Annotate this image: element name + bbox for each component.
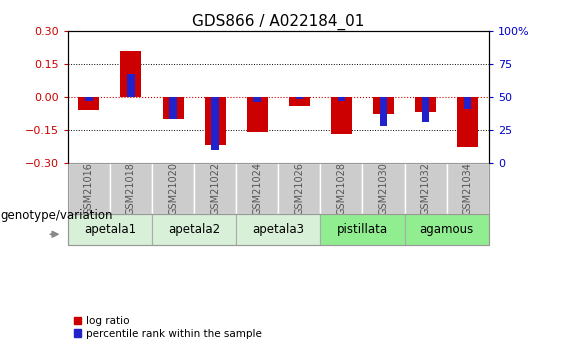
Text: apetala3: apetala3	[252, 223, 305, 236]
Bar	[380, 97, 387, 126]
Legend: log ratio, percentile rank within the sample: log ratio, percentile rank within the sa…	[73, 315, 262, 340]
Text: genotype/variation: genotype/variation	[1, 209, 113, 223]
Bar	[170, 97, 177, 119]
Text: GSM21022: GSM21022	[210, 162, 220, 215]
Text: GSM21034: GSM21034	[463, 162, 473, 215]
Bar	[194, 163, 236, 214]
Bar	[236, 163, 279, 214]
Bar	[295, 97, 303, 99]
Text: GSM21020: GSM21020	[168, 162, 178, 215]
Text: GSM21028: GSM21028	[336, 162, 346, 215]
Bar	[446, 163, 489, 214]
Bar	[289, 97, 310, 106]
Bar	[205, 97, 225, 145]
Bar	[127, 75, 134, 97]
Bar	[152, 163, 194, 214]
Bar	[211, 97, 219, 149]
Bar	[405, 163, 447, 214]
Bar	[120, 51, 141, 97]
Bar	[464, 97, 471, 109]
Bar	[68, 214, 152, 245]
Bar	[152, 214, 236, 245]
Bar	[247, 97, 268, 132]
Bar	[254, 97, 261, 102]
Bar	[79, 97, 99, 110]
Bar	[457, 97, 478, 147]
Text: GSM21024: GSM21024	[252, 162, 262, 215]
Text: GSM21032: GSM21032	[420, 162, 431, 215]
Title: GDS866 / A022184_01: GDS866 / A022184_01	[192, 13, 364, 30]
Bar	[373, 97, 394, 115]
Bar	[415, 97, 436, 112]
Text: apetala2: apetala2	[168, 223, 220, 236]
Text: apetala1: apetala1	[84, 223, 136, 236]
Bar	[278, 163, 320, 214]
Bar	[331, 97, 352, 134]
Bar	[405, 214, 489, 245]
Bar	[320, 214, 405, 245]
Text: GSM21018: GSM21018	[126, 162, 136, 215]
Bar	[68, 163, 110, 214]
Text: GSM21030: GSM21030	[379, 162, 389, 215]
Bar	[163, 97, 184, 119]
Text: GSM21026: GSM21026	[294, 162, 305, 215]
Text: agamous: agamous	[419, 223, 474, 236]
Bar	[85, 97, 93, 101]
Bar	[320, 163, 363, 214]
Text: pistillata: pistillata	[337, 223, 388, 236]
Bar	[422, 97, 429, 122]
Bar	[338, 97, 345, 101]
Bar	[363, 163, 405, 214]
Bar	[110, 163, 152, 214]
Bar	[236, 214, 320, 245]
Text: GSM21016: GSM21016	[84, 162, 94, 215]
